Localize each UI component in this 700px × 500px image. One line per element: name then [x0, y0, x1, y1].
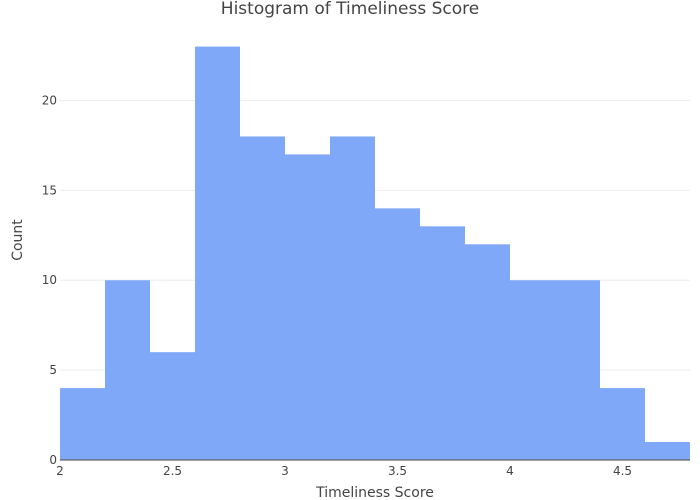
histogram-bar-1 [105, 280, 150, 460]
y-tick-label-0: 0 [49, 453, 57, 467]
y-tick-label-1: 5 [49, 363, 57, 377]
histogram-bar-10 [510, 280, 555, 460]
histogram-bar-6 [330, 136, 375, 460]
histogram-bar-8 [420, 226, 465, 460]
y-axis-ticks: 0 5 10 15 20 [42, 93, 57, 467]
y-tick-label-4: 20 [42, 93, 57, 107]
histogram-bar-11 [555, 280, 600, 460]
chart-title: Histogram of Timeliness Score [221, 0, 479, 19]
histogram-bar-9 [465, 244, 510, 460]
x-tick-label-2: 3 [281, 464, 289, 478]
x-tick-label-0: 2 [56, 464, 64, 478]
histogram-bar-4 [240, 136, 285, 460]
histogram-bar-0 [60, 388, 105, 460]
x-tick-label-4: 4 [506, 464, 514, 478]
histogram-bar-13 [645, 442, 690, 460]
histogram-bars [60, 46, 690, 460]
x-tick-label-5: 4.5 [613, 464, 632, 478]
histogram-bar-5 [285, 154, 330, 460]
y-tick-label-2: 10 [42, 273, 57, 287]
histogram-bar-2 [150, 352, 195, 460]
histogram-bar-7 [375, 208, 420, 460]
y-axis-title: Count [10, 219, 26, 261]
histogram-bar-3 [195, 46, 240, 460]
x-axis-title: Timeliness Score [315, 485, 434, 500]
x-tick-label-3: 3.5 [388, 464, 407, 478]
x-axis-ticks: 2 2.5 3 3.5 4 4.5 [56, 464, 632, 478]
x-tick-label-1: 2.5 [163, 464, 182, 478]
histogram-bar-12 [600, 388, 645, 460]
y-tick-label-3: 15 [42, 183, 57, 197]
